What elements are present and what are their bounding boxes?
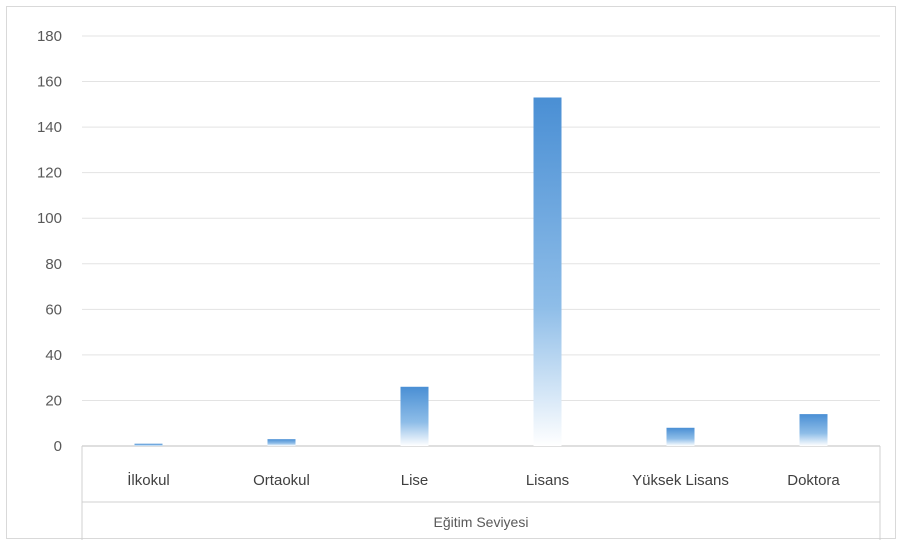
y-tick-label: 20 bbox=[45, 392, 62, 409]
gridlines bbox=[82, 35, 880, 447]
y-tick-label: 180 bbox=[37, 28, 62, 45]
y-tick-label: 80 bbox=[45, 256, 62, 273]
y-tick-label: 160 bbox=[37, 74, 62, 91]
y-tick-label: 40 bbox=[45, 347, 62, 364]
bar-6 bbox=[799, 414, 828, 446]
y-tick-label: 60 bbox=[45, 301, 62, 318]
bar-4 bbox=[533, 97, 562, 446]
y-axis-tick-labels: 0 20 40 60 80 100 120 140 160 180 bbox=[37, 28, 62, 455]
y-tick-label: 120 bbox=[37, 165, 62, 182]
category-label: İlkokul bbox=[127, 471, 170, 489]
category-label: Lisans bbox=[526, 472, 569, 489]
category-label: Doktora bbox=[787, 472, 840, 489]
x-axis-category-labels: İlkokul Ortaokul Lise Lisans Yüksek Lisans Do… bbox=[127, 471, 840, 489]
y-tick-label: 100 bbox=[37, 210, 62, 227]
y-tick-label: 140 bbox=[37, 119, 62, 136]
bar-3 bbox=[400, 386, 429, 446]
category-label: Yüksek Lisans bbox=[632, 472, 729, 489]
bar-1 bbox=[134, 443, 163, 446]
bar-2 bbox=[267, 439, 296, 446]
chart-frame bbox=[6, 6, 896, 539]
bars bbox=[134, 97, 828, 446]
x-axis-title: Eğitim Seviyesi bbox=[434, 514, 529, 530]
category-label: Ortaokul bbox=[253, 472, 310, 489]
category-axis-lines bbox=[81, 446, 881, 540]
category-label: Lise bbox=[401, 472, 429, 489]
y-tick-label: 0 bbox=[54, 438, 62, 455]
bar-5 bbox=[666, 427, 695, 446]
